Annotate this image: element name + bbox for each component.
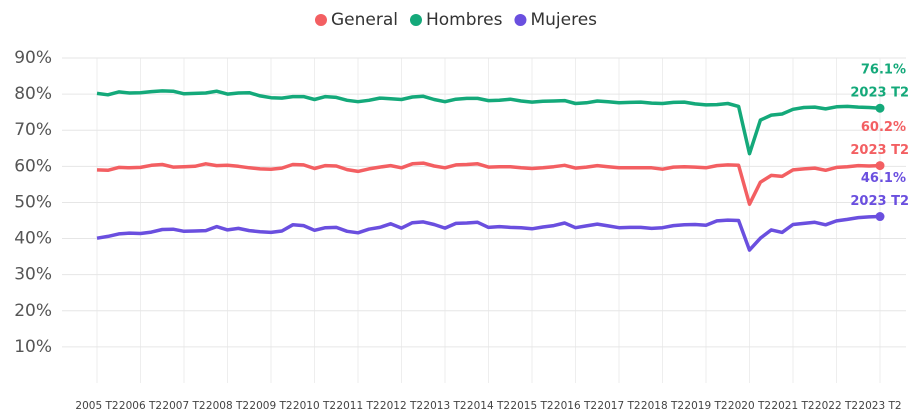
x-tick-label: 2022 T2 <box>815 400 858 412</box>
x-tick-label: 2016 T2 <box>554 400 597 412</box>
y-tick-label: 10% <box>14 337 52 357</box>
end-value-label: 46.1% <box>861 171 906 186</box>
end-point <box>875 212 885 222</box>
legend-swatch <box>314 14 327 26</box>
y-tick-label: 40% <box>14 229 52 249</box>
legend-label: Hombres <box>426 10 503 30</box>
x-tick-label: 2010 T2 <box>293 400 336 412</box>
series-line <box>96 89 881 156</box>
y-tick-label: 70% <box>14 120 52 140</box>
series-line <box>96 214 881 252</box>
end-value-label: 76.1% <box>861 63 906 78</box>
x-tick-label: 2014 T2 <box>467 400 510 412</box>
legend-label: Mujeres <box>530 10 597 30</box>
end-point <box>875 103 885 113</box>
end-period-label: 2023 T2 <box>850 86 909 101</box>
y-tick-label: 60% <box>14 156 52 176</box>
y-tick-label: 80% <box>14 84 52 104</box>
x-tick-label: 2005 T2 <box>75 400 118 412</box>
legend-swatch <box>409 14 422 26</box>
x-tick-label: 2021 T2 <box>771 400 814 412</box>
x-tick-label: 2023 T2 <box>858 400 901 412</box>
x-tick-label: 2009 T2 <box>249 400 292 412</box>
y-tick-label: 50% <box>14 192 52 212</box>
x-tick-label: 2012 T2 <box>380 400 423 412</box>
x-tick-label: 2008 T2 <box>206 400 249 412</box>
y-tick-label: 30% <box>14 265 52 285</box>
legend-swatch <box>514 14 527 26</box>
x-tick-label: 2013 T2 <box>423 400 466 412</box>
x-tick-label: 2018 T2 <box>641 400 684 412</box>
y-tick-label: 20% <box>14 301 52 321</box>
series-line <box>96 161 881 206</box>
x-tick-label: 2019 T2 <box>684 400 727 412</box>
end-value-label: 60.2% <box>861 120 906 135</box>
x-tick-label: 2011 T2 <box>336 400 379 412</box>
y-tick-label: 90% <box>14 48 52 68</box>
x-tick-label: 2015 T2 <box>510 400 553 412</box>
x-tick-label: 2006 T2 <box>119 400 162 412</box>
legend-label: General <box>331 10 398 30</box>
end-period-label: 2023 T2 <box>850 143 909 158</box>
x-tick-label: 2017 T2 <box>597 400 640 412</box>
x-tick-label: 2007 T2 <box>162 400 205 412</box>
x-tick-label: 2020 T2 <box>728 400 771 412</box>
legend: General Hombres Mujeres <box>314 10 597 30</box>
end-point <box>875 161 885 171</box>
end-period-label: 2023 T2 <box>850 194 909 209</box>
